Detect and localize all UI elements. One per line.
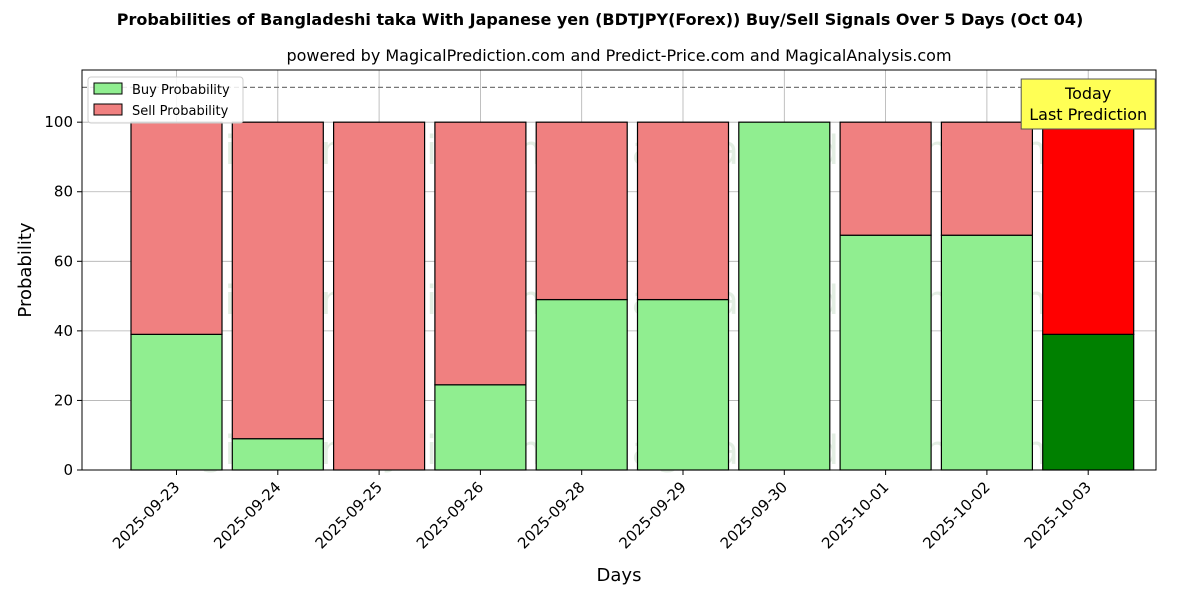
x-tick-label: 2025-09-23	[109, 478, 183, 552]
chart-subtitle: powered by MagicalPrediction.com and Pre…	[286, 46, 952, 65]
legend-label-sell: Sell Probability	[132, 104, 229, 119]
sell-bar	[130, 121, 223, 335]
sell-bar	[839, 121, 932, 236]
y-axis-label: Probability	[15, 222, 36, 317]
sell-bar	[333, 121, 426, 471]
x-tick-label: 2025-09-25	[312, 478, 386, 552]
buy-bar	[434, 384, 527, 471]
y-tick-label: 0	[63, 461, 73, 479]
x-tick-label: 2025-09-24	[210, 478, 284, 552]
sell-bar	[231, 121, 324, 440]
buy-bar	[535, 298, 628, 471]
x-tick-label: 2025-10-01	[818, 478, 892, 552]
sell-bar	[636, 121, 730, 301]
buy-bar	[636, 298, 730, 471]
buy-bar	[839, 234, 932, 471]
y-tick-label: 60	[54, 252, 73, 270]
y-tick-label: 40	[54, 322, 73, 340]
buy-bar	[940, 234, 1034, 471]
buy-bar	[1042, 333, 1135, 471]
legend-label-buy: Buy Probability	[132, 83, 230, 98]
x-tick-label: 2025-09-28	[514, 478, 588, 552]
sell-bar	[434, 121, 527, 386]
x-tick-label: 2025-10-03	[1021, 478, 1095, 552]
plot-frame	[81, 69, 1157, 471]
sell-bar	[940, 121, 1034, 236]
sell-bar	[535, 121, 628, 301]
y-tick-label: 20	[54, 391, 73, 409]
x-tick-label: 2025-09-29	[615, 478, 689, 552]
y-tick-label: 80	[54, 183, 73, 201]
legend-swatch-sell	[93, 103, 123, 116]
chart-title: Probabilities of Bangladeshi taka With J…	[116, 10, 1084, 29]
today-annotation-box	[1020, 78, 1156, 130]
buy-bar	[231, 438, 324, 471]
x-tick-label: 2025-09-26	[413, 478, 487, 552]
x-axis-label: Days	[597, 565, 642, 586]
legend-swatch-buy	[93, 82, 123, 95]
today-annotation-line2: Last Prediction	[1029, 105, 1147, 124]
y-tick-label: 100	[44, 113, 73, 131]
x-tick-label: 2025-09-30	[717, 478, 791, 552]
buy-bar	[738, 121, 831, 471]
x-tick-label: 2025-10-02	[919, 478, 993, 552]
legend-box	[87, 76, 244, 124]
buy-bar	[130, 333, 223, 471]
today-annotation-line1: Today	[1064, 84, 1111, 103]
sell-bar	[1042, 121, 1135, 335]
